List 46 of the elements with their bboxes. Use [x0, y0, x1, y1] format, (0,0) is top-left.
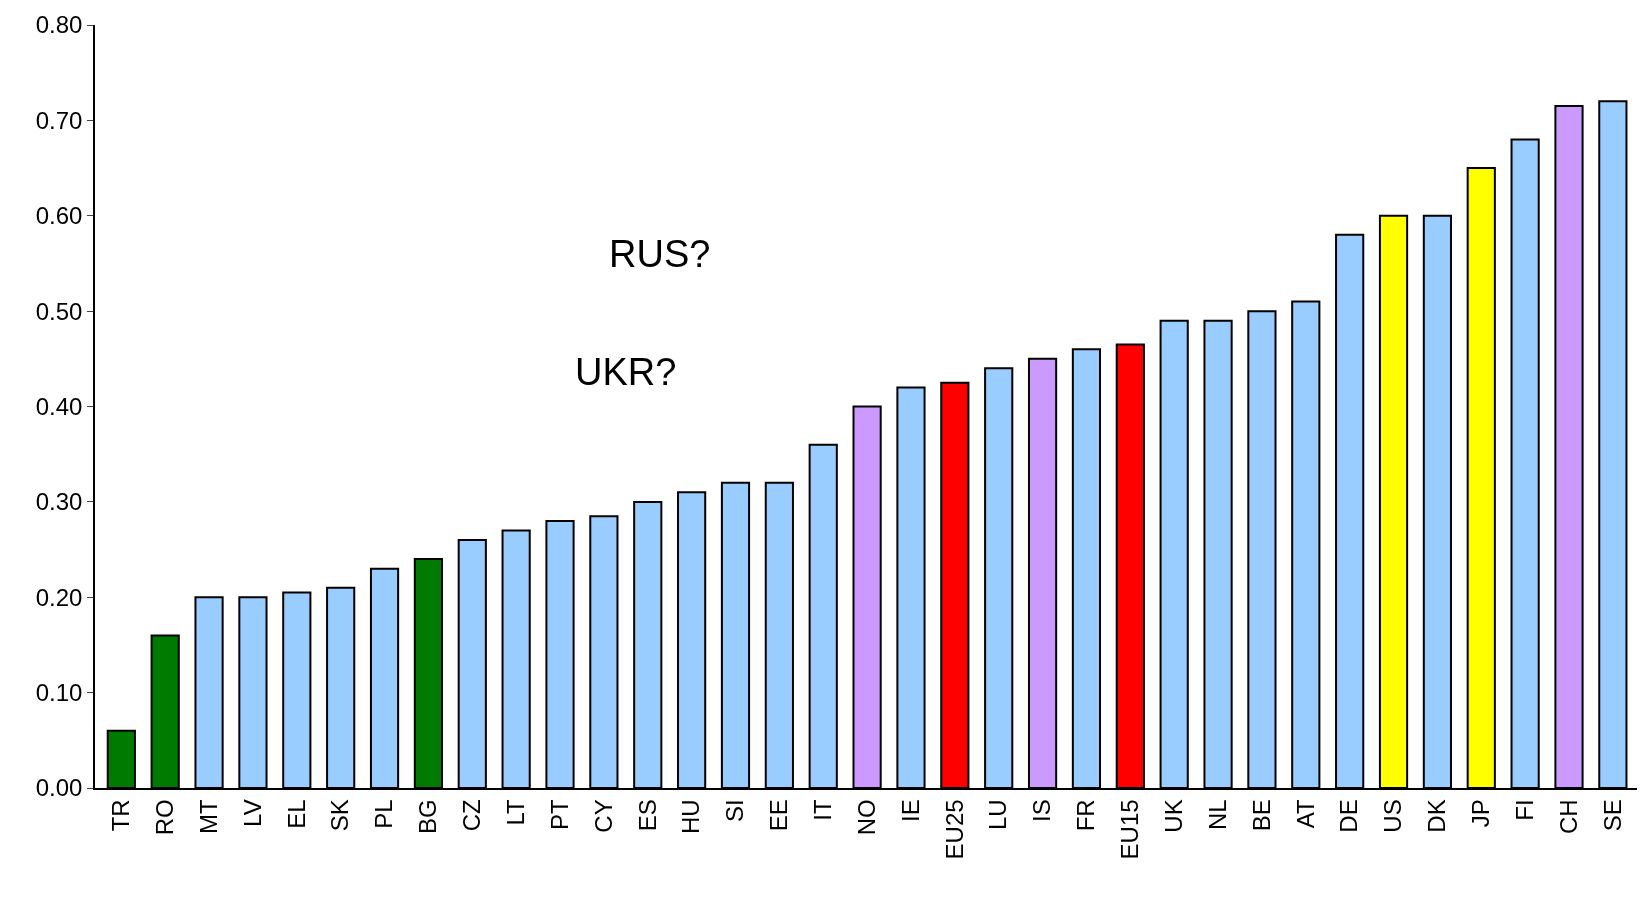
x-tick-label: CZ	[458, 799, 486, 832]
x-tick-label: NO	[852, 799, 880, 836]
x-tick-label: RO	[150, 799, 178, 836]
x-tick-label: LV	[238, 799, 266, 827]
x-tick-label: MT	[194, 799, 222, 835]
y-tick-label: 0.60	[35, 202, 83, 230]
x-tick-label: FI	[1510, 799, 1538, 821]
x-tick-label: US	[1379, 799, 1407, 833]
y-tick-label: 0.40	[35, 392, 83, 420]
x-tick-label: DK	[1423, 799, 1451, 833]
x-tick-label: BG	[414, 799, 442, 835]
annotation: RUS?	[609, 233, 711, 275]
y-tick-label: 0.30	[35, 488, 83, 516]
x-tick-label: LU	[984, 799, 1012, 831]
x-tick-label: PT	[545, 799, 573, 831]
x-tick-label: DE	[1335, 799, 1363, 833]
y-tick-label: 0.20	[35, 583, 83, 611]
x-tick-label: SE	[1598, 799, 1626, 832]
x-tick-label: CH	[1554, 799, 1582, 835]
annotation: UKR?	[575, 351, 677, 393]
y-tick-label: 0.70	[35, 106, 83, 134]
x-tick-label: EU25	[940, 799, 968, 860]
y-tick-label: 0.00	[35, 774, 83, 802]
x-tick-label: EE	[765, 799, 793, 832]
x-tick-label: LT	[501, 799, 529, 826]
x-tick-label: HU	[677, 799, 705, 835]
x-tick-label: CY	[589, 799, 617, 833]
x-tick-label: FR	[1072, 799, 1100, 832]
x-tick-label: AT	[1291, 799, 1319, 829]
y-tick-label: 0.10	[35, 679, 83, 707]
x-tick-label: NL	[1203, 799, 1231, 831]
x-tick-label: JP	[1467, 799, 1495, 828]
y-tick-label: 0.50	[35, 297, 83, 325]
x-tick-label: IE	[896, 799, 924, 823]
y-tick-label: 0.80	[35, 11, 83, 39]
x-tick-label: BE	[1247, 799, 1275, 832]
x-tick-label: EL	[282, 799, 310, 829]
x-tick-label: SI	[721, 799, 749, 823]
x-tick-label: PL	[370, 799, 398, 829]
x-tick-label: EU15	[1116, 799, 1144, 860]
x-tick-label: TR	[107, 799, 135, 832]
x-tick-label: ES	[633, 799, 661, 832]
x-tick-label: IT	[809, 799, 837, 821]
x-tick-label: IS	[1028, 799, 1056, 823]
x-tick-label: SK	[326, 799, 354, 832]
x-tick-label: UK	[1159, 799, 1187, 833]
